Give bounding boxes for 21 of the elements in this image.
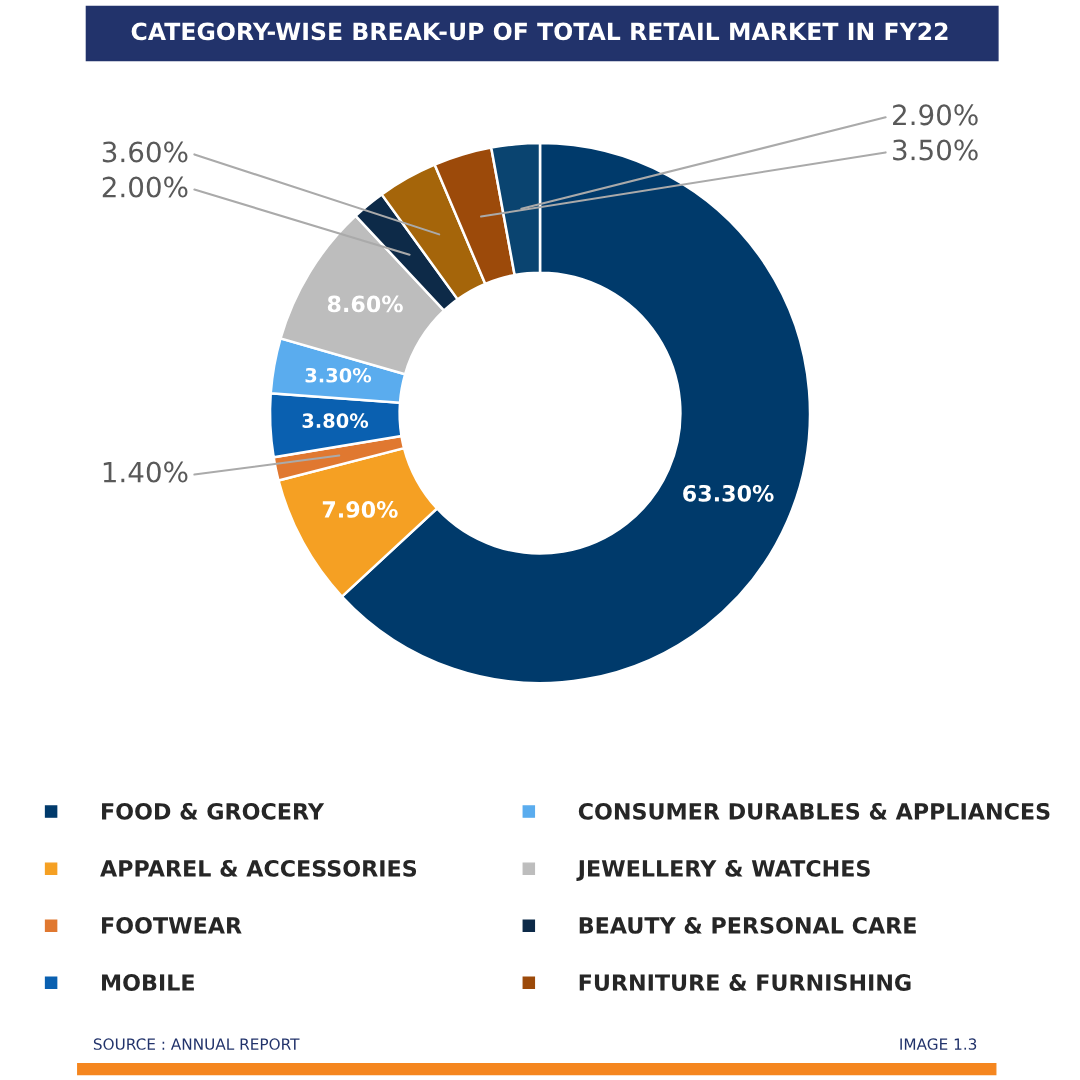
data-label: 3.80% [302,413,369,429]
data-label: 2.90% [893,104,978,126]
data-label: 7.90% [322,501,398,518]
legend-label: JEWELLERY & WATCHES [576,859,870,881]
legend-label: FOOTWEAR [102,917,242,934]
legend-label: CONSUMER DURABLES & APPLIANCES [578,802,1050,820]
data-label: 1.40% [103,461,188,483]
legend-label: MOBILE [102,974,194,991]
data-label: 8.60% [327,295,403,313]
data-label: 3.60% [102,141,188,163]
chart-title: CATEGORY-WISE BREAK-UP OF TOTAL RETAIL MARKET IN FY22 [131,22,948,41]
data-label: 2.00% [102,176,188,198]
legend-label: FURNITURE & FURNISHING [579,974,911,991]
legend-label: APPAREL & ACCESSORIES [100,859,417,877]
data-label: 3.30% [305,367,372,383]
source-note: SOURCE : ANNUAL REPORT [93,1038,300,1050]
data-label: 3.50% [893,139,978,161]
data-label: 63.30% [683,484,774,502]
legend-label: FOOD & GROCERY [102,802,325,820]
text: IMAGE 1.3 [900,1038,977,1050]
legend-label: BEAUTY & PERSONAL CARE [579,917,916,934]
